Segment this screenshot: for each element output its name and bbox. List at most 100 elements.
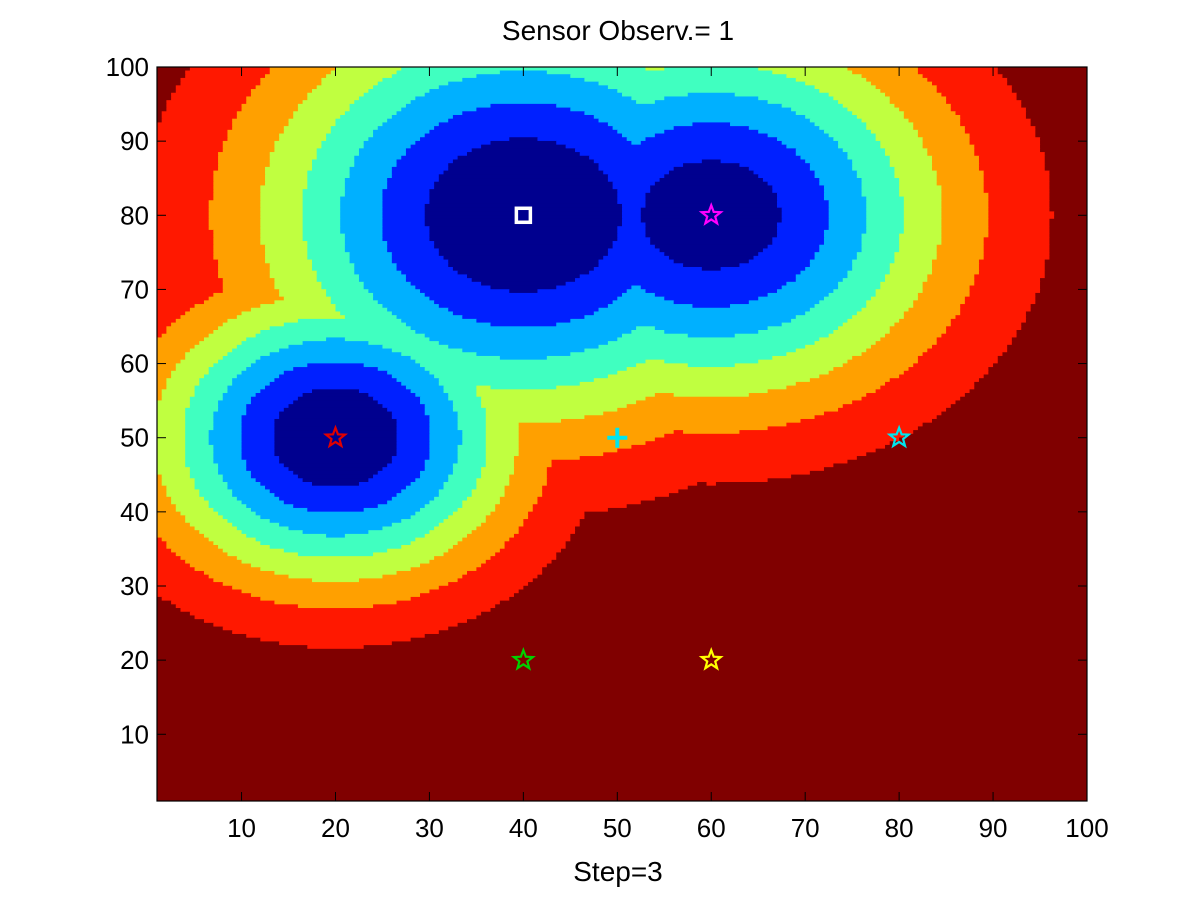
- contour-band-cell: [246, 463, 285, 468]
- contour-band-cell: [274, 144, 322, 149]
- contour-band-cell: [983, 374, 1087, 379]
- contour-band-cell: [786, 422, 924, 427]
- contour-band-cell: [246, 504, 294, 509]
- contour-band-cell: [899, 244, 938, 250]
- contour-band-cell: [932, 344, 1008, 350]
- star-marker: [322, 424, 348, 449]
- contour-band-cell: [354, 270, 402, 275]
- contour-band-cell: [241, 311, 341, 316]
- contour-band-cell: [260, 567, 412, 572]
- contour-band-cell: [936, 252, 985, 257]
- contour-band-cell: [1035, 133, 1087, 138]
- contour-band-cell: [283, 370, 388, 376]
- contour-band-cell: [528, 582, 1087, 587]
- contour-band-cell: [157, 444, 186, 450]
- contour-band-cell: [988, 218, 1051, 224]
- contour-band-cell: [978, 163, 1046, 168]
- contour-band-cell: [720, 266, 806, 272]
- contour-band-cell: [157, 74, 186, 79]
- contour-band-cell: [157, 318, 177, 324]
- contour-band-cell: [203, 337, 247, 342]
- contour-band-cell: [852, 111, 905, 116]
- contour-band-cell: [748, 259, 811, 264]
- contour-band-cell: [781, 322, 844, 327]
- contour-band-cell: [349, 259, 393, 264]
- contour-band-cell: [842, 148, 886, 153]
- contour-band-cell: [941, 222, 989, 227]
- contour-band-cell: [701, 266, 722, 272]
- contour-band-cell: [932, 155, 980, 161]
- contour-band-cell: [227, 389, 261, 394]
- contour-band-cell: [344, 244, 388, 250]
- contour-band-cell: [490, 608, 1087, 613]
- contour-band-cell: [866, 215, 905, 220]
- contour-band-cell: [157, 341, 200, 346]
- contour-band-cell: [532, 578, 1087, 583]
- contour-band-cell: [208, 296, 285, 301]
- contour-band-cell: [171, 548, 224, 554]
- contour-band-cell: [401, 155, 459, 161]
- contour-band-cell: [203, 570, 276, 576]
- contour-band-cell: [368, 341, 440, 346]
- contour-band-cell: [852, 259, 896, 264]
- contour-band-cell: [941, 233, 989, 238]
- contour-band-cell: [260, 237, 304, 242]
- contour-band-cell: [650, 189, 773, 194]
- contour-band-cell: [894, 170, 938, 175]
- contour-band-cell: [1049, 229, 1087, 235]
- contour-band-cell: [222, 281, 276, 287]
- contour-band-cell: [936, 85, 1013, 90]
- contour-band-cell: [518, 441, 647, 446]
- contour-band-cell: [293, 470, 379, 476]
- contour-band-cell: [288, 467, 384, 472]
- contour-band-cell: [781, 285, 839, 290]
- contour-band-cell: [828, 215, 867, 220]
- contour-band-cell: [269, 326, 412, 331]
- contour-band-cell: [185, 407, 219, 413]
- contour-band-cell: [157, 378, 167, 383]
- contour-band-cell: [842, 103, 896, 109]
- contour-band-cell: [189, 307, 252, 313]
- contour-band-cell: [157, 393, 163, 398]
- contour-band-cell: [899, 233, 942, 238]
- contour-band-cell: [607, 174, 665, 179]
- contour-band-cell: [481, 396, 647, 402]
- contour-band-cell: [645, 289, 778, 294]
- contour-band-cell: [387, 407, 426, 413]
- contour-band-cell: [786, 144, 839, 149]
- contour-band-cell: [382, 215, 426, 220]
- contour-band-cell: [997, 70, 1087, 75]
- contour-band-cell: [565, 545, 1087, 550]
- contour-band-cell: [307, 645, 365, 650]
- contour-band-cell: [410, 355, 501, 361]
- contour-band-cell: [823, 296, 872, 301]
- contour-band-cell: [819, 337, 881, 342]
- contour-band-cell: [157, 359, 182, 364]
- contour-band-cell: [391, 74, 477, 79]
- contour-band-cell: [194, 478, 224, 483]
- contour-band-cell: [654, 437, 900, 442]
- contour-band-cell: [974, 152, 1046, 157]
- contour-band-cell: [227, 485, 266, 491]
- contour-band-cell: [1040, 137, 1087, 142]
- contour-band-cell: [513, 533, 571, 539]
- contour-band-cell: [222, 289, 280, 294]
- contour-band-cell: [823, 196, 867, 201]
- contour-band-cell: [185, 430, 210, 435]
- contour-band-cell: [885, 274, 928, 279]
- contour-band-cell: [593, 159, 703, 164]
- contour-band-cell: [429, 433, 463, 439]
- contour-band-cell: [344, 111, 398, 116]
- contour-band-cell: [485, 437, 520, 442]
- contour-band-cell: [391, 496, 435, 502]
- contour-band-cell: [213, 292, 280, 298]
- contour-band-cell: [452, 511, 492, 516]
- contour-band-cell: [528, 511, 586, 516]
- contour-band-cell: [579, 522, 1087, 528]
- contour-field: [157, 67, 1087, 801]
- contour-band-cell: [246, 467, 290, 472]
- contour-band-cell: [781, 218, 830, 224]
- contour-band-cell: [396, 426, 431, 431]
- contour-band-cell: [960, 114, 1027, 120]
- contour-band-cell: [833, 330, 891, 335]
